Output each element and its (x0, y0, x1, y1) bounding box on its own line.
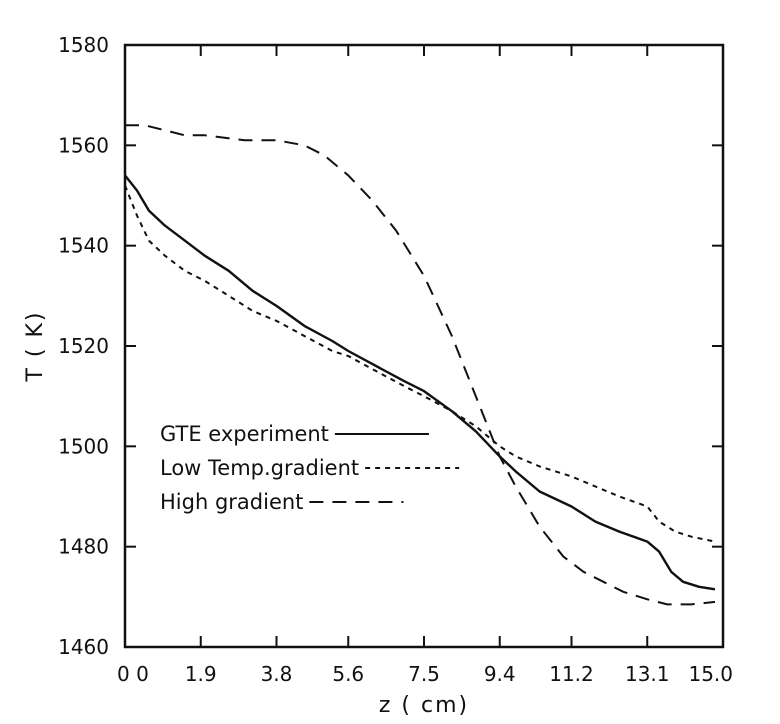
x-tick-label: 9.4 (484, 662, 516, 686)
y-tick-label: 1560 (58, 133, 109, 157)
legend-label: High gradient (160, 490, 303, 514)
plot-frame (123, 43, 725, 649)
series-line (124, 174, 716, 591)
y-axis-title: T ( K) (23, 310, 48, 382)
y-tick-label: 1500 (58, 434, 109, 458)
x-tick-label: 11.2 (549, 662, 594, 686)
x-tick-label: 0 0 (117, 662, 149, 686)
legend-label: GTE experiment (160, 422, 329, 446)
x-tick-label: 7.5 (408, 662, 440, 686)
x-tick-label: 13.1 (625, 662, 670, 686)
series-lines (124, 124, 716, 606)
x-tick-label: 5.6 (332, 662, 364, 686)
x-tick-label: 15.0 (688, 662, 733, 686)
legend: GTE experiment Low Temp.gradient High grad… (160, 422, 460, 514)
series-line (124, 185, 716, 543)
y-tick-labels: 1460 1480 1500 1520 1540 1560 1580 (58, 33, 109, 659)
y-tick-label: 1480 (58, 535, 109, 559)
x-tick-label: 1.9 (185, 662, 217, 686)
legend-label: Low Temp.gradient (160, 456, 359, 480)
y-tick-label: 1540 (58, 234, 109, 258)
x-tick-labels: 0 0 1.9 3.8 5.6 7.5 9.4 11.2 13.1 15.0 (117, 662, 733, 686)
x-tick-label: 3.8 (261, 662, 293, 686)
y-tick-label: 1520 (58, 334, 109, 358)
axis-ticks (124, 44, 724, 648)
y-tick-label: 1460 (58, 635, 109, 659)
x-axis-title: z ( cm) (379, 693, 469, 718)
series-line (125, 124, 716, 606)
y-tick-label: 1580 (58, 33, 109, 57)
